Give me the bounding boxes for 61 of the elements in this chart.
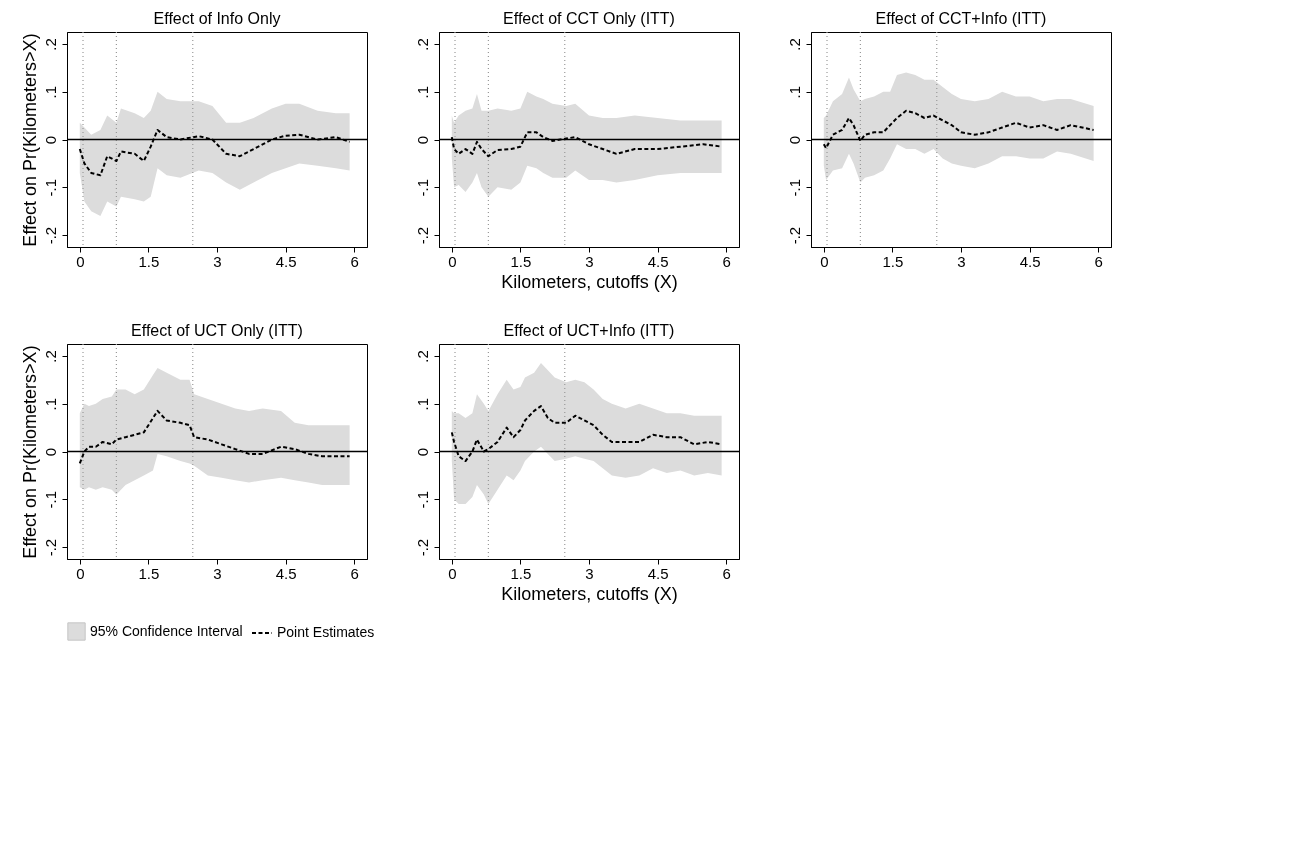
chart-title: Effect of CCT Only (ITT) <box>503 10 675 28</box>
x-tick-label: 6 <box>1094 252 1103 270</box>
y-tick-label: -.1 <box>41 179 59 197</box>
y-tick-label: .1 <box>41 85 59 99</box>
x-tick-label: 1.5 <box>138 564 160 582</box>
x-tick-label: 6 <box>722 252 731 270</box>
y-tick-label: -.2 <box>41 226 59 245</box>
y-tick-label: -.1 <box>785 179 803 197</box>
text: 95% Confidence Interval <box>90 622 243 639</box>
y-tick-label: 0 <box>41 135 59 145</box>
y-tick-label: .1 <box>413 397 431 411</box>
chart-title: Effect of UCT+Info (ITT) <box>503 322 675 340</box>
x-tick-label: 1.5 <box>138 252 160 270</box>
x-tick-label: 3 <box>585 564 594 582</box>
x-tick-label: 0 <box>820 252 829 270</box>
chart-title: Effect of Info Only <box>153 10 281 28</box>
y-tick-label: -.2 <box>785 226 803 245</box>
x-tick-label: 4.5 <box>647 564 669 582</box>
y-tick-label: -.2 <box>413 538 431 557</box>
y-tick-label: -.1 <box>413 179 431 197</box>
x-tick-label: 6 <box>350 252 359 270</box>
y-tick-label: 0 <box>41 447 59 457</box>
x-tick-label: 6 <box>350 564 359 582</box>
y-tick-label: .2 <box>785 38 803 51</box>
x-tick-label: 4.5 <box>647 252 669 270</box>
x-axis-title: Kilometers, cutoffs (X) <box>501 583 678 604</box>
x-tick-label: 0 <box>76 252 85 270</box>
x-tick-label: 3 <box>585 252 594 270</box>
y-tick-label: -.2 <box>413 226 431 245</box>
y-tick-label: .2 <box>413 350 431 363</box>
y-tick-label: 0 <box>785 135 803 145</box>
x-tick-label: 3 <box>957 252 966 270</box>
x-tick-label: 0 <box>448 564 457 582</box>
x-axis-title: Kilometers, cutoffs (X) <box>501 271 678 292</box>
x-tick-label: 0 <box>76 564 85 582</box>
y-tick-label: .2 <box>41 350 59 363</box>
x-tick-label: 4.5 <box>1019 252 1041 270</box>
legend-label: Point Estimates <box>277 624 375 640</box>
y-tick-label: 0 <box>413 447 431 457</box>
x-tick-label: 4.5 <box>275 564 297 582</box>
x-tick-label: 3 <box>213 252 222 270</box>
x-tick-label: 3 <box>213 564 222 582</box>
x-tick-label: 4.5 <box>275 252 297 270</box>
chart-title: Effect of CCT+Info (ITT) <box>875 10 1047 28</box>
y-tick-label: .1 <box>413 85 431 99</box>
x-tick-label: 1.5 <box>510 564 532 582</box>
y-axis-title: Effect on Pr(Kilometers>X) <box>19 33 40 247</box>
chart-title: Effect of UCT Only (ITT) <box>131 322 303 340</box>
y-tick-label: -.1 <box>41 491 59 509</box>
y-tick-label: -.2 <box>41 538 59 557</box>
x-tick-label: 1.5 <box>882 252 904 270</box>
y-tick-label: .2 <box>413 38 431 51</box>
x-tick-label: 0 <box>448 252 457 270</box>
y-tick-label: .2 <box>41 38 59 51</box>
y-tick-label: .1 <box>41 397 59 411</box>
y-tick-label: .1 <box>785 85 803 99</box>
y-tick-label: 0 <box>413 135 431 145</box>
y-axis-title: Effect on Pr(Kilometers>X) <box>19 345 40 559</box>
x-tick-label: 1.5 <box>510 252 532 270</box>
x-tick-label: 6 <box>722 564 731 582</box>
y-tick-label: -.1 <box>413 491 431 509</box>
